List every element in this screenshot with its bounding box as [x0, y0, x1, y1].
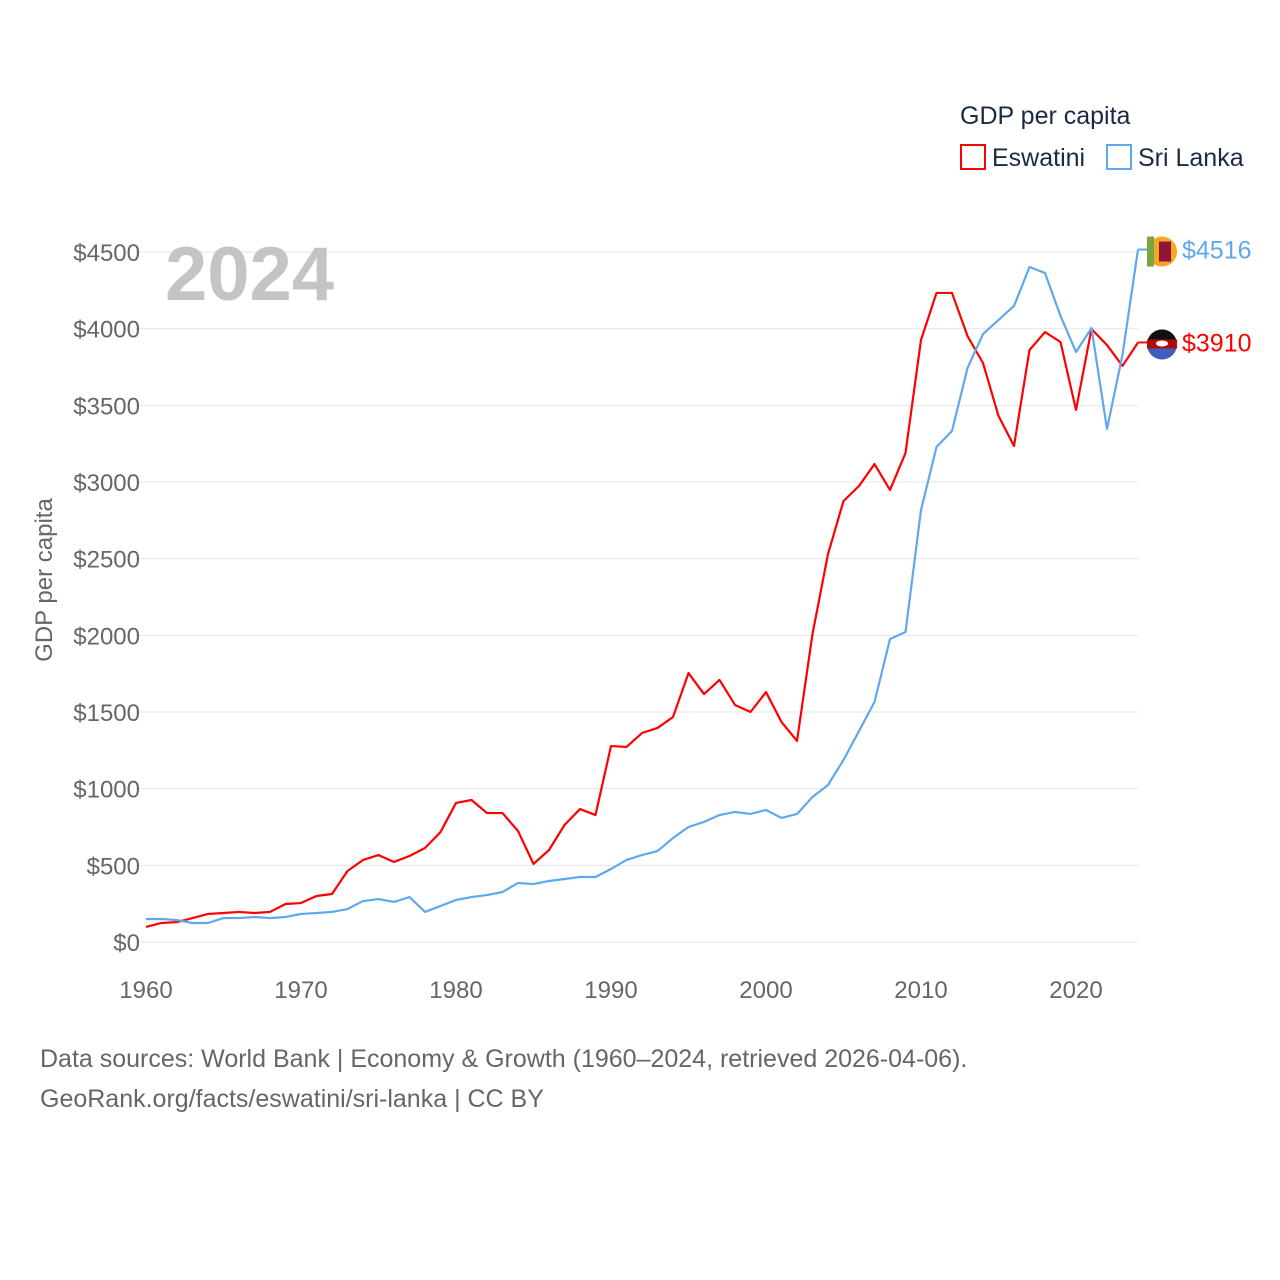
x-tick-label: 2000 — [739, 977, 792, 1004]
y-tick-label: $1500 — [73, 700, 140, 727]
x-tick-label: 1960 — [119, 977, 172, 1004]
legend-swatch — [960, 144, 986, 170]
year-label: 2024 — [165, 232, 334, 317]
y-tick-label: $4000 — [73, 317, 140, 344]
end-value-label: $3910 — [1182, 329, 1252, 357]
x-tick-label: 1990 — [584, 977, 637, 1004]
y-tick-label: $3000 — [73, 470, 140, 497]
x-tick-label: 1970 — [274, 977, 327, 1004]
series-line-eswatini — [145, 291, 1139, 929]
y-tick-label: $2500 — [73, 547, 140, 574]
legend-entry-eswatini: Eswatini — [992, 144, 1085, 172]
y-tick-label: $3500 — [73, 393, 140, 420]
y-axis-label: GDP per capita — [31, 498, 58, 662]
x-tick-label: 1980 — [429, 977, 482, 1004]
legend-swatch — [1106, 144, 1132, 170]
flag-stripe — [1147, 236, 1154, 267]
attribution-link[interactable]: GeoRank.org/facts/eswatini/sri-lanka | C… — [40, 1085, 544, 1113]
x-tick-label: 2020 — [1049, 977, 1102, 1004]
end-value-label: $4516 — [1182, 237, 1252, 265]
y-tick-label: $1000 — [73, 777, 140, 804]
y-tick-label: $0 — [113, 930, 140, 957]
y-tick-label: $2000 — [73, 623, 140, 650]
y-tick-label: $500 — [87, 853, 140, 880]
legend-title: GDP per capita — [960, 102, 1131, 130]
x-tick-label: 2010 — [894, 977, 947, 1004]
flag-field — [1159, 241, 1171, 262]
flag-shield — [1156, 340, 1168, 347]
data-source-text: Data sources: World Bank | Economy & Gro… — [40, 1045, 968, 1073]
legend-entry-sri-lanka: Sri Lanka — [1138, 144, 1244, 172]
series-line-sri-lanka — [146, 249, 1140, 925]
y-tick-label: $4500 — [73, 240, 140, 267]
